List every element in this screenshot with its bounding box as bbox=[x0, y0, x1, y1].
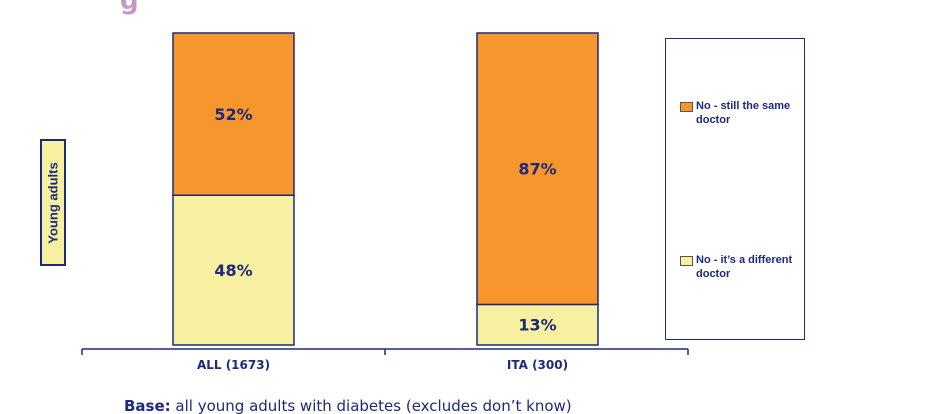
base-note-label: Base: bbox=[124, 397, 171, 414]
legend-item: No - still the same doctor bbox=[680, 99, 806, 127]
data-label: 52% bbox=[214, 105, 252, 124]
title-fragment: g bbox=[120, 0, 139, 16]
base-note: Base: all young adults with diabetes (ex… bbox=[124, 397, 572, 414]
bars-layer bbox=[172, 32, 599, 346]
y-axis-label-box: Young adults bbox=[40, 139, 66, 266]
bar-segment-different-doctor-1 bbox=[476, 303, 599, 346]
data-label: 48% bbox=[214, 261, 252, 280]
bar-segment-same-doctor-0 bbox=[172, 32, 295, 196]
data-label: 87% bbox=[518, 160, 556, 179]
x-tick-label: ALL (1673) bbox=[197, 358, 270, 372]
legend-label: No - it’s a different doctor bbox=[696, 254, 793, 280]
legend-label: No - still the same doctor bbox=[696, 100, 791, 126]
bar-segment-different-doctor-0 bbox=[172, 194, 295, 346]
data-label: 13% bbox=[518, 316, 556, 335]
y-axis-label: Young adults bbox=[45, 161, 61, 244]
x-axis: ALL (1673) ITA (300) bbox=[81, 348, 689, 372]
legend-item: No - it’s a different doctor bbox=[680, 253, 806, 281]
x-tick-label: ITA (300) bbox=[507, 358, 568, 372]
legend: No - still the same doctor No - it’s a di… bbox=[665, 38, 805, 340]
base-note-text: all young adults with diabetes (excludes… bbox=[170, 397, 572, 414]
bar-segment-same-doctor-1 bbox=[476, 32, 599, 306]
legend-swatch bbox=[680, 256, 693, 266]
legend-swatch bbox=[680, 102, 693, 112]
data-labels-layer: 48% 52% 13% 87% bbox=[214, 105, 556, 335]
